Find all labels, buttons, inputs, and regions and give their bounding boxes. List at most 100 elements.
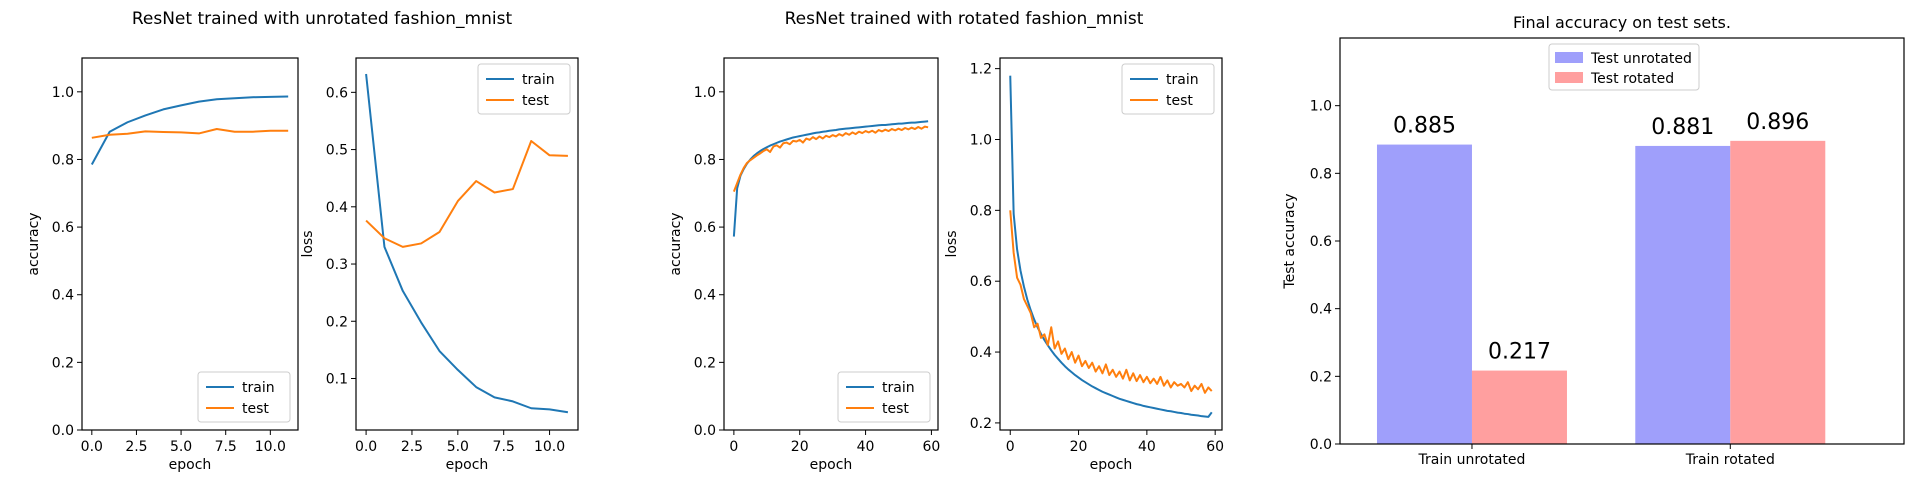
y-tick-label: 0.0: [52, 423, 74, 439]
y-tick-label: 0.2: [694, 355, 716, 371]
y-tick-label: 0.5: [326, 143, 348, 159]
y-tick-label: 0.6: [52, 220, 74, 236]
x-tick-label: 2.5: [401, 439, 423, 455]
y-tick-label: 0.4: [970, 345, 992, 361]
y-tick-label: 0.3: [326, 257, 348, 273]
y-tick-label: 0.2: [970, 416, 992, 432]
y-tick-label: 0.2: [52, 355, 74, 371]
chart-unrotated-accuracy: 0.0 2.5 5.0 7.5 10.0 0.0 0.2 0.4 0.6 0.8 1.0 epoch a…: [26, 57, 299, 473]
series-line-train: [732, 120, 929, 237]
series-line-train: [90, 95, 289, 166]
bar-value-label: 0.885: [1393, 114, 1456, 139]
bar-test-unrotated: [1635, 145, 1731, 444]
group-title-rotated: ResNet trained with rotated fashion_mnis…: [785, 9, 1144, 29]
y-tick-label: 0.4: [694, 288, 716, 304]
plot-frame: [355, 57, 579, 431]
y-tick-label: 1.0: [52, 85, 74, 101]
y-axis-label: accuracy: [668, 212, 684, 275]
plot-frame: [723, 57, 939, 431]
y-tick-label: 0.0: [1310, 437, 1332, 453]
x-tick-label: 0.0: [355, 439, 377, 455]
x-tick-label: 60: [923, 439, 941, 455]
y-tick-label: 0.0: [694, 423, 716, 439]
legend-label: Test rotated: [1590, 71, 1674, 87]
x-tick-label: 7.5: [215, 439, 237, 455]
y-tick-label: 0.2: [326, 314, 348, 330]
legend-label-test: test: [1166, 93, 1193, 109]
category-label: Train unrotated: [1418, 452, 1526, 468]
group-title-unrotated: ResNet trained with unrotated fashion_mn…: [132, 9, 513, 29]
y-tick-label: 1.0: [970, 132, 992, 148]
legend-label-train: train: [1166, 72, 1199, 88]
y-tick-label: 0.6: [1310, 234, 1332, 250]
legend-label-test: test: [242, 401, 269, 417]
y-tick-label: 0.8: [52, 152, 74, 168]
legend-label: Test unrotated: [1590, 51, 1692, 67]
x-tick-label: 7.5: [493, 439, 515, 455]
series-line-test: [365, 139, 568, 248]
legend-box: [837, 371, 931, 423]
x-tick-label: 2.5: [125, 439, 147, 455]
y-tick-label: 0.4: [1310, 302, 1332, 318]
x-tick-label: 5.0: [170, 439, 192, 455]
y-axis-label: loss: [300, 230, 316, 257]
bar-test-unrotated: [1376, 144, 1472, 444]
x-tick-label: 20: [791, 439, 809, 455]
series-line-test: [1009, 210, 1213, 394]
legend-label-test: test: [882, 401, 909, 417]
x-tick-label: 60: [1206, 439, 1224, 455]
x-axis-label: epoch: [1090, 457, 1133, 473]
legend-swatch: [1555, 72, 1583, 83]
chart-unrotated-loss: 0.0 2.5 5.0 7.5 10.0 0.1 0.2 0.3 0.4 0.5 0.6 epoch l…: [300, 57, 579, 473]
y-axis-label: Test accuracy: [1282, 193, 1298, 289]
x-tick-label: 40: [857, 439, 875, 455]
series-line-test: [91, 128, 289, 139]
x-tick-label: 10.0: [534, 439, 565, 455]
series-line-train: [365, 73, 569, 414]
x-tick-label: 0.0: [81, 439, 103, 455]
bar-value-label: 0.217: [1488, 340, 1551, 365]
y-tick-label: 1.0: [694, 85, 716, 101]
legend-box: [197, 371, 291, 423]
x-tick-label: 40: [1138, 439, 1156, 455]
y-axis-label: loss: [944, 230, 960, 257]
legend-box: [1548, 43, 1700, 91]
legend-label-train: train: [522, 72, 555, 88]
y-tick-label: 1.0: [1310, 99, 1332, 115]
category-label: Train rotated: [1685, 452, 1775, 468]
x-tick-label: 0: [729, 439, 738, 455]
y-tick-label: 0.6: [694, 220, 716, 236]
y-tick-label: 0.1: [326, 371, 348, 387]
legend-label-test: test: [522, 93, 549, 109]
legend-label-train: train: [882, 380, 915, 396]
y-tick-label: 1.2: [970, 62, 992, 78]
y-tick-label: 0.2: [1310, 369, 1332, 385]
y-tick-label: 0.4: [52, 288, 74, 304]
series-line-train: [1009, 75, 1213, 418]
chart-final-accuracy: 0.885 0.881 0.217 0.896 Train unrotated Train…: [1282, 13, 1905, 468]
legend-box: [477, 63, 571, 115]
bar-test-rotated: [1471, 370, 1567, 444]
x-tick-label: 10.0: [255, 439, 286, 455]
y-tick-label: 0.8: [1310, 166, 1332, 182]
x-tick-label: 5.0: [447, 439, 469, 455]
y-tick-label: 0.6: [970, 274, 992, 290]
chart-title: Final accuracy on test sets.: [1513, 13, 1731, 32]
y-tick-label: 0.6: [326, 85, 348, 101]
bar-test-rotated: [1730, 140, 1826, 444]
legend-swatch: [1555, 52, 1583, 63]
bar-value-label: 0.896: [1746, 110, 1809, 135]
chart-rotated-loss: 0 20 40 60 0.2 0.4 0.6 0.8 1.0 1.2 epoch loss train t…: [944, 57, 1224, 473]
x-axis-label: epoch: [446, 457, 489, 473]
x-tick-label: 20: [1070, 439, 1088, 455]
y-tick-label: 0.8: [694, 152, 716, 168]
bar-value-label: 0.881: [1651, 115, 1714, 140]
plot-frame: [999, 57, 1223, 431]
x-tick-label: 0: [1006, 439, 1015, 455]
legend-label-train: train: [242, 380, 275, 396]
plot-frame: [81, 57, 299, 431]
legend-box: [1121, 63, 1215, 115]
x-axis-label: epoch: [810, 457, 853, 473]
series-line-test: [732, 125, 929, 192]
